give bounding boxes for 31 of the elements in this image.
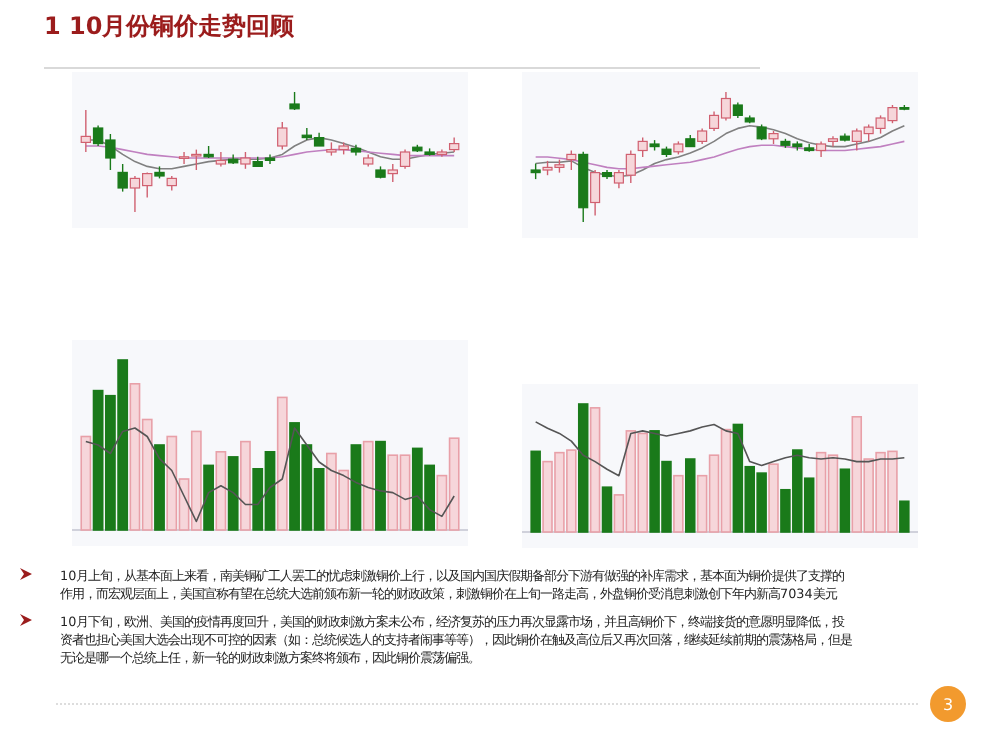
bar	[276, 396, 288, 531]
bar	[350, 444, 362, 531]
chart-title: 1 10月份铜价走势回顾	[44, 12, 297, 40]
candlestick	[590, 169, 601, 217]
bar	[362, 440, 374, 531]
bar	[215, 451, 227, 531]
bar	[839, 468, 851, 533]
bar	[601, 486, 613, 533]
bar	[154, 444, 165, 531]
candlestick	[215, 151, 227, 168]
bar	[80, 435, 92, 531]
candlestick	[264, 153, 276, 165]
bar	[375, 440, 386, 531]
bar	[240, 440, 251, 531]
candlestick	[637, 136, 648, 158]
text: 3	[942, 696, 954, 714]
candlestick	[277, 121, 288, 151]
candlestick	[399, 148, 411, 170]
bar	[899, 500, 910, 533]
bar	[589, 407, 601, 533]
candlestick	[566, 149, 577, 171]
bar	[203, 464, 215, 531]
candlestick	[80, 109, 92, 153]
bar	[768, 463, 779, 533]
bar	[530, 450, 541, 533]
bar	[685, 458, 696, 533]
candlestick	[117, 163, 128, 193]
bar	[673, 474, 684, 533]
bar	[227, 456, 239, 531]
candlestick	[827, 135, 839, 148]
bar	[577, 403, 589, 533]
